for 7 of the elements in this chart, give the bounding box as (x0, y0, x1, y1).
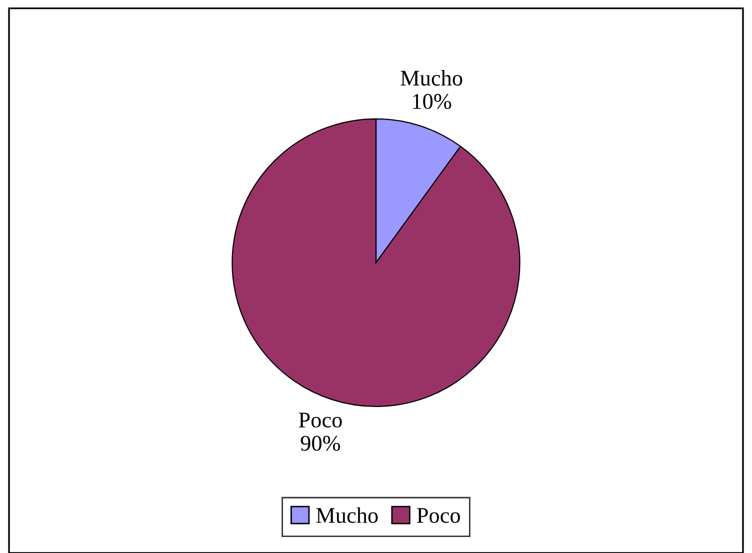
slice-label: Mucho (400, 70, 462, 86)
pie-slice (232, 118, 520, 408)
data-label: 10% (413, 94, 452, 109)
data-label: 90% (300, 436, 340, 451)
legend-label: Mucho (316, 507, 378, 523)
legend-label: Poco (417, 508, 460, 523)
slice-label: Poco (298, 412, 342, 428)
